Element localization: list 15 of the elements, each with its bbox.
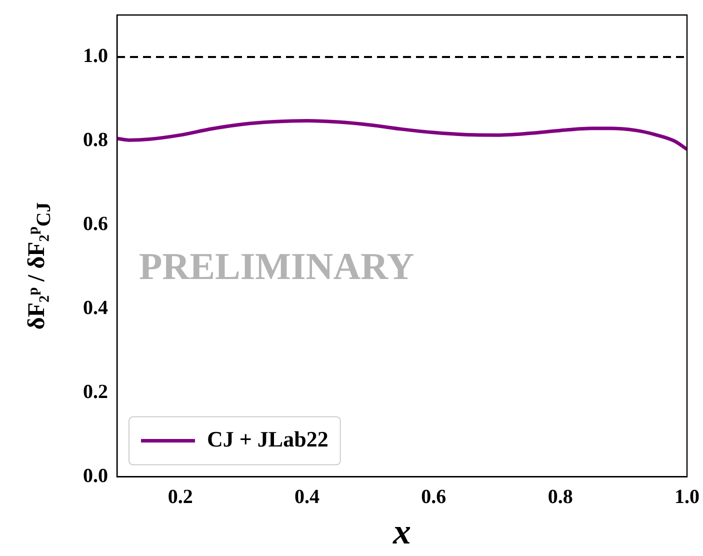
y-tick-label: 0.6 [83,213,108,236]
line-series [117,119,687,152]
x-axis-title: x [392,512,411,552]
x-tick-label: 0.4 [294,486,320,508]
annotation: PRELIMINARY [139,246,414,288]
x-tick-label: 1.0 [674,486,700,508]
x-tick-label: 0.6 [421,486,446,508]
x-tick-label: 0.2 [168,486,193,508]
x-tick-label: 0.8 [548,486,573,508]
y-tick-label: 0.8 [83,129,108,152]
y-tick-label: 0.0 [83,464,108,487]
y-tick-label: 0.2 [83,381,108,404]
y-tick-label: 1.0 [83,45,108,68]
legend-label: CJ + JLab22 [207,426,328,452]
y-tick-label: 0.4 [83,297,108,320]
